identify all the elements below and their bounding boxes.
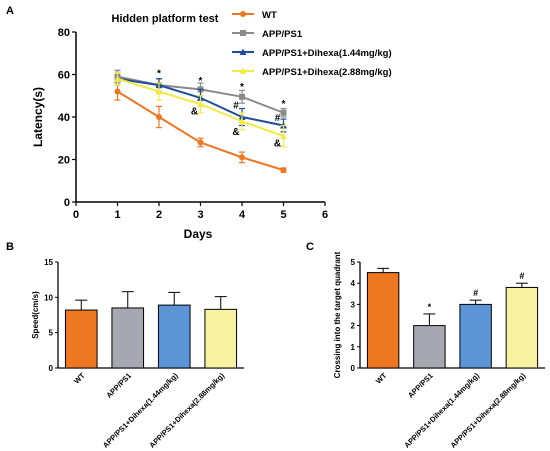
panel-b-y-tick-label: 10	[44, 293, 53, 302]
panel-c-category-label: APP/PS1+Dihexa(1.44mg/kg)	[402, 371, 481, 450]
panel-a-ylabel: Latency(s)	[31, 87, 45, 147]
panel-a-series	[114, 69, 287, 174]
panel-a-legend-label: APP/PS1+Dihexa(2.88mg/kg)	[262, 67, 392, 78]
panel-a-y-tick-label: 20	[58, 155, 70, 167]
panel-b-ylabel: Speed(cm/s)	[31, 291, 40, 339]
panel-a-significance-mark: &	[274, 139, 281, 150]
panel-a-legend: WT APP/PS1 APP/PS1+Dihexa(1.44mg/kg) APP/PS…	[232, 10, 392, 78]
panel-a-significance-mark: *	[282, 99, 286, 110]
panel-a-point	[155, 88, 163, 95]
panel-a-significance-mark: #	[275, 113, 281, 124]
panel-a-point	[238, 117, 246, 125]
panel-a-legend-marker	[239, 67, 247, 74]
panel-a-legend-label: APP/PS1	[262, 29, 303, 40]
panel-a-y-tick-label: 60	[58, 70, 70, 82]
panel-a-point	[280, 132, 287, 140]
panel-c-y-tick-label: 4	[351, 279, 356, 288]
panel-a-x-tick-label: 4	[239, 209, 246, 221]
panel-a-legend-entry: APP/PS1+Dihexa(1.44mg/kg)	[232, 48, 392, 59]
panel-a-legend-entry: APP/PS1+Dihexa(2.88mg/kg)	[232, 67, 392, 78]
panel-a-title: Hidden platform test	[112, 13, 219, 25]
panel-b-bar-group: WT	[64, 299, 98, 386]
panel-a-legend-marker	[239, 48, 247, 55]
panel-c-y-tick-label: 5	[351, 258, 356, 267]
panel-a-significance-mark: *	[240, 82, 244, 93]
panel-a-legend-entry: APP/PS1	[232, 29, 303, 40]
panel-a-legend-label: APP/PS1+Dihexa(1.44mg/kg)	[262, 48, 392, 59]
panel-a-point	[280, 167, 287, 174]
panel-c-y-tick-label: 0	[351, 364, 356, 373]
panel-b-y-tick-label: 5	[49, 329, 54, 338]
panel-a-xlabel: Days	[184, 227, 213, 241]
panel-a-significance-mark: *	[157, 68, 161, 79]
panel-a-x-tick-label: 0	[73, 209, 79, 221]
panel-a-line-chart: Hidden platform test Latency(s) Days 020…	[31, 10, 392, 241]
panel-c-bar	[366, 272, 400, 369]
panel-a-point	[280, 109, 287, 116]
panel-c-significance-mark: *	[428, 302, 432, 312]
panel-a-point	[156, 114, 162, 120]
panel-c-bars: WT APP/PS1APP/PS1+Dihexa(1.44mg/kg)APP/PS…	[366, 267, 539, 450]
panel-a-legend-entry: WT	[232, 10, 277, 21]
panel-b-category-label: WT	[72, 371, 87, 386]
panel-c-bar-group: WT	[366, 267, 400, 386]
panel-c-category-label: WT	[374, 371, 389, 386]
panel-a-y-tick-label: 0	[64, 197, 70, 209]
panel-a-y-tick-label: 40	[58, 112, 70, 124]
panel-a-series-3	[114, 71, 287, 148]
panel-c-significance-mark: #	[473, 288, 478, 298]
panel-a-significance-mark: &	[191, 107, 198, 118]
panel-letter-a: A	[6, 5, 14, 17]
panel-a-x-tick-label: 1	[114, 209, 120, 221]
panel-a-point	[197, 100, 204, 108]
panel-b-y-tick-label: 0	[49, 364, 54, 373]
panel-a-legend-marker	[240, 30, 246, 36]
panel-a-x-tick-label: 5	[280, 209, 286, 221]
panel-a-point	[114, 75, 121, 82]
panel-a-y-tick-label: 80	[58, 27, 70, 39]
panel-b-bars: WT APP/PS1APP/PS1+Dihexa(1.44mg/kg)APP/PS…	[64, 291, 238, 450]
panel-b-bar	[64, 309, 98, 369]
panel-a-x-tick-label: 6	[322, 209, 328, 221]
panel-a-significance-mark: *	[199, 76, 203, 87]
panel-b-category-label: APP/PS1+Dihexa(1.44mg/kg)	[101, 371, 180, 450]
panel-b-bar	[111, 307, 145, 369]
panel-letter-c: C	[306, 241, 314, 253]
panel-a-significance-mark: &	[232, 127, 239, 138]
panel-c-bar	[459, 303, 492, 369]
panel-c-category-label: APP/PS1	[406, 371, 435, 400]
panel-b-category-label: APP/PS1+Dihexa(2.88mg/kg)	[147, 371, 226, 450]
panel-a-point	[114, 88, 121, 95]
panel-a-legend-label: WT	[262, 10, 277, 21]
panel-c-significance-mark: #	[519, 271, 524, 281]
panel-c-bar-group: APP/PS1	[406, 313, 446, 400]
panel-c-ylabel: Crossing into the target quadrant	[333, 251, 342, 378]
panel-a-point	[197, 139, 204, 146]
panel-a-x-tick-label: 2	[156, 209, 162, 221]
panel-letter-b: B	[6, 241, 14, 253]
panel-a-legend-marker	[240, 11, 246, 17]
panel-c-y-tick-label: 2	[351, 322, 356, 331]
panel-a-point	[239, 93, 245, 100]
panel-b-bar-group: APP/PS1	[104, 291, 145, 400]
panel-a-point	[239, 154, 245, 161]
panel-a-x-tick-label: 3	[197, 209, 203, 221]
panel-a-series-0	[114, 82, 287, 174]
panel-a-significance-mark: #	[233, 100, 239, 111]
panel-c-y-tick-label: 1	[351, 343, 356, 352]
panel-c-bar	[505, 286, 539, 369]
panel-a-axes: 0 20 40 60 80 0 1 2 3 4 5 6	[58, 27, 328, 221]
panel-c-category-label: APP/PS1+Dihexa(2.88mg/kg)	[449, 371, 528, 450]
panel-b-bar	[204, 308, 238, 369]
panel-b-bar	[157, 304, 191, 369]
panel-c-y-tick-label: 3	[351, 300, 356, 309]
panel-c-bar	[413, 325, 446, 369]
panel-b-category-label: APP/PS1	[104, 371, 133, 400]
panel-c-bar-chart: Crossing into the target quadrant 0 1 2 3 4 5…	[333, 251, 545, 450]
panel-b-y-tick-label: 15	[44, 258, 53, 267]
panel-a-annotations: **&*#&*#&	[157, 68, 286, 149]
panel-c-bar-group: APP/PS1+Dihexa(1.44mg/kg)	[402, 299, 492, 450]
